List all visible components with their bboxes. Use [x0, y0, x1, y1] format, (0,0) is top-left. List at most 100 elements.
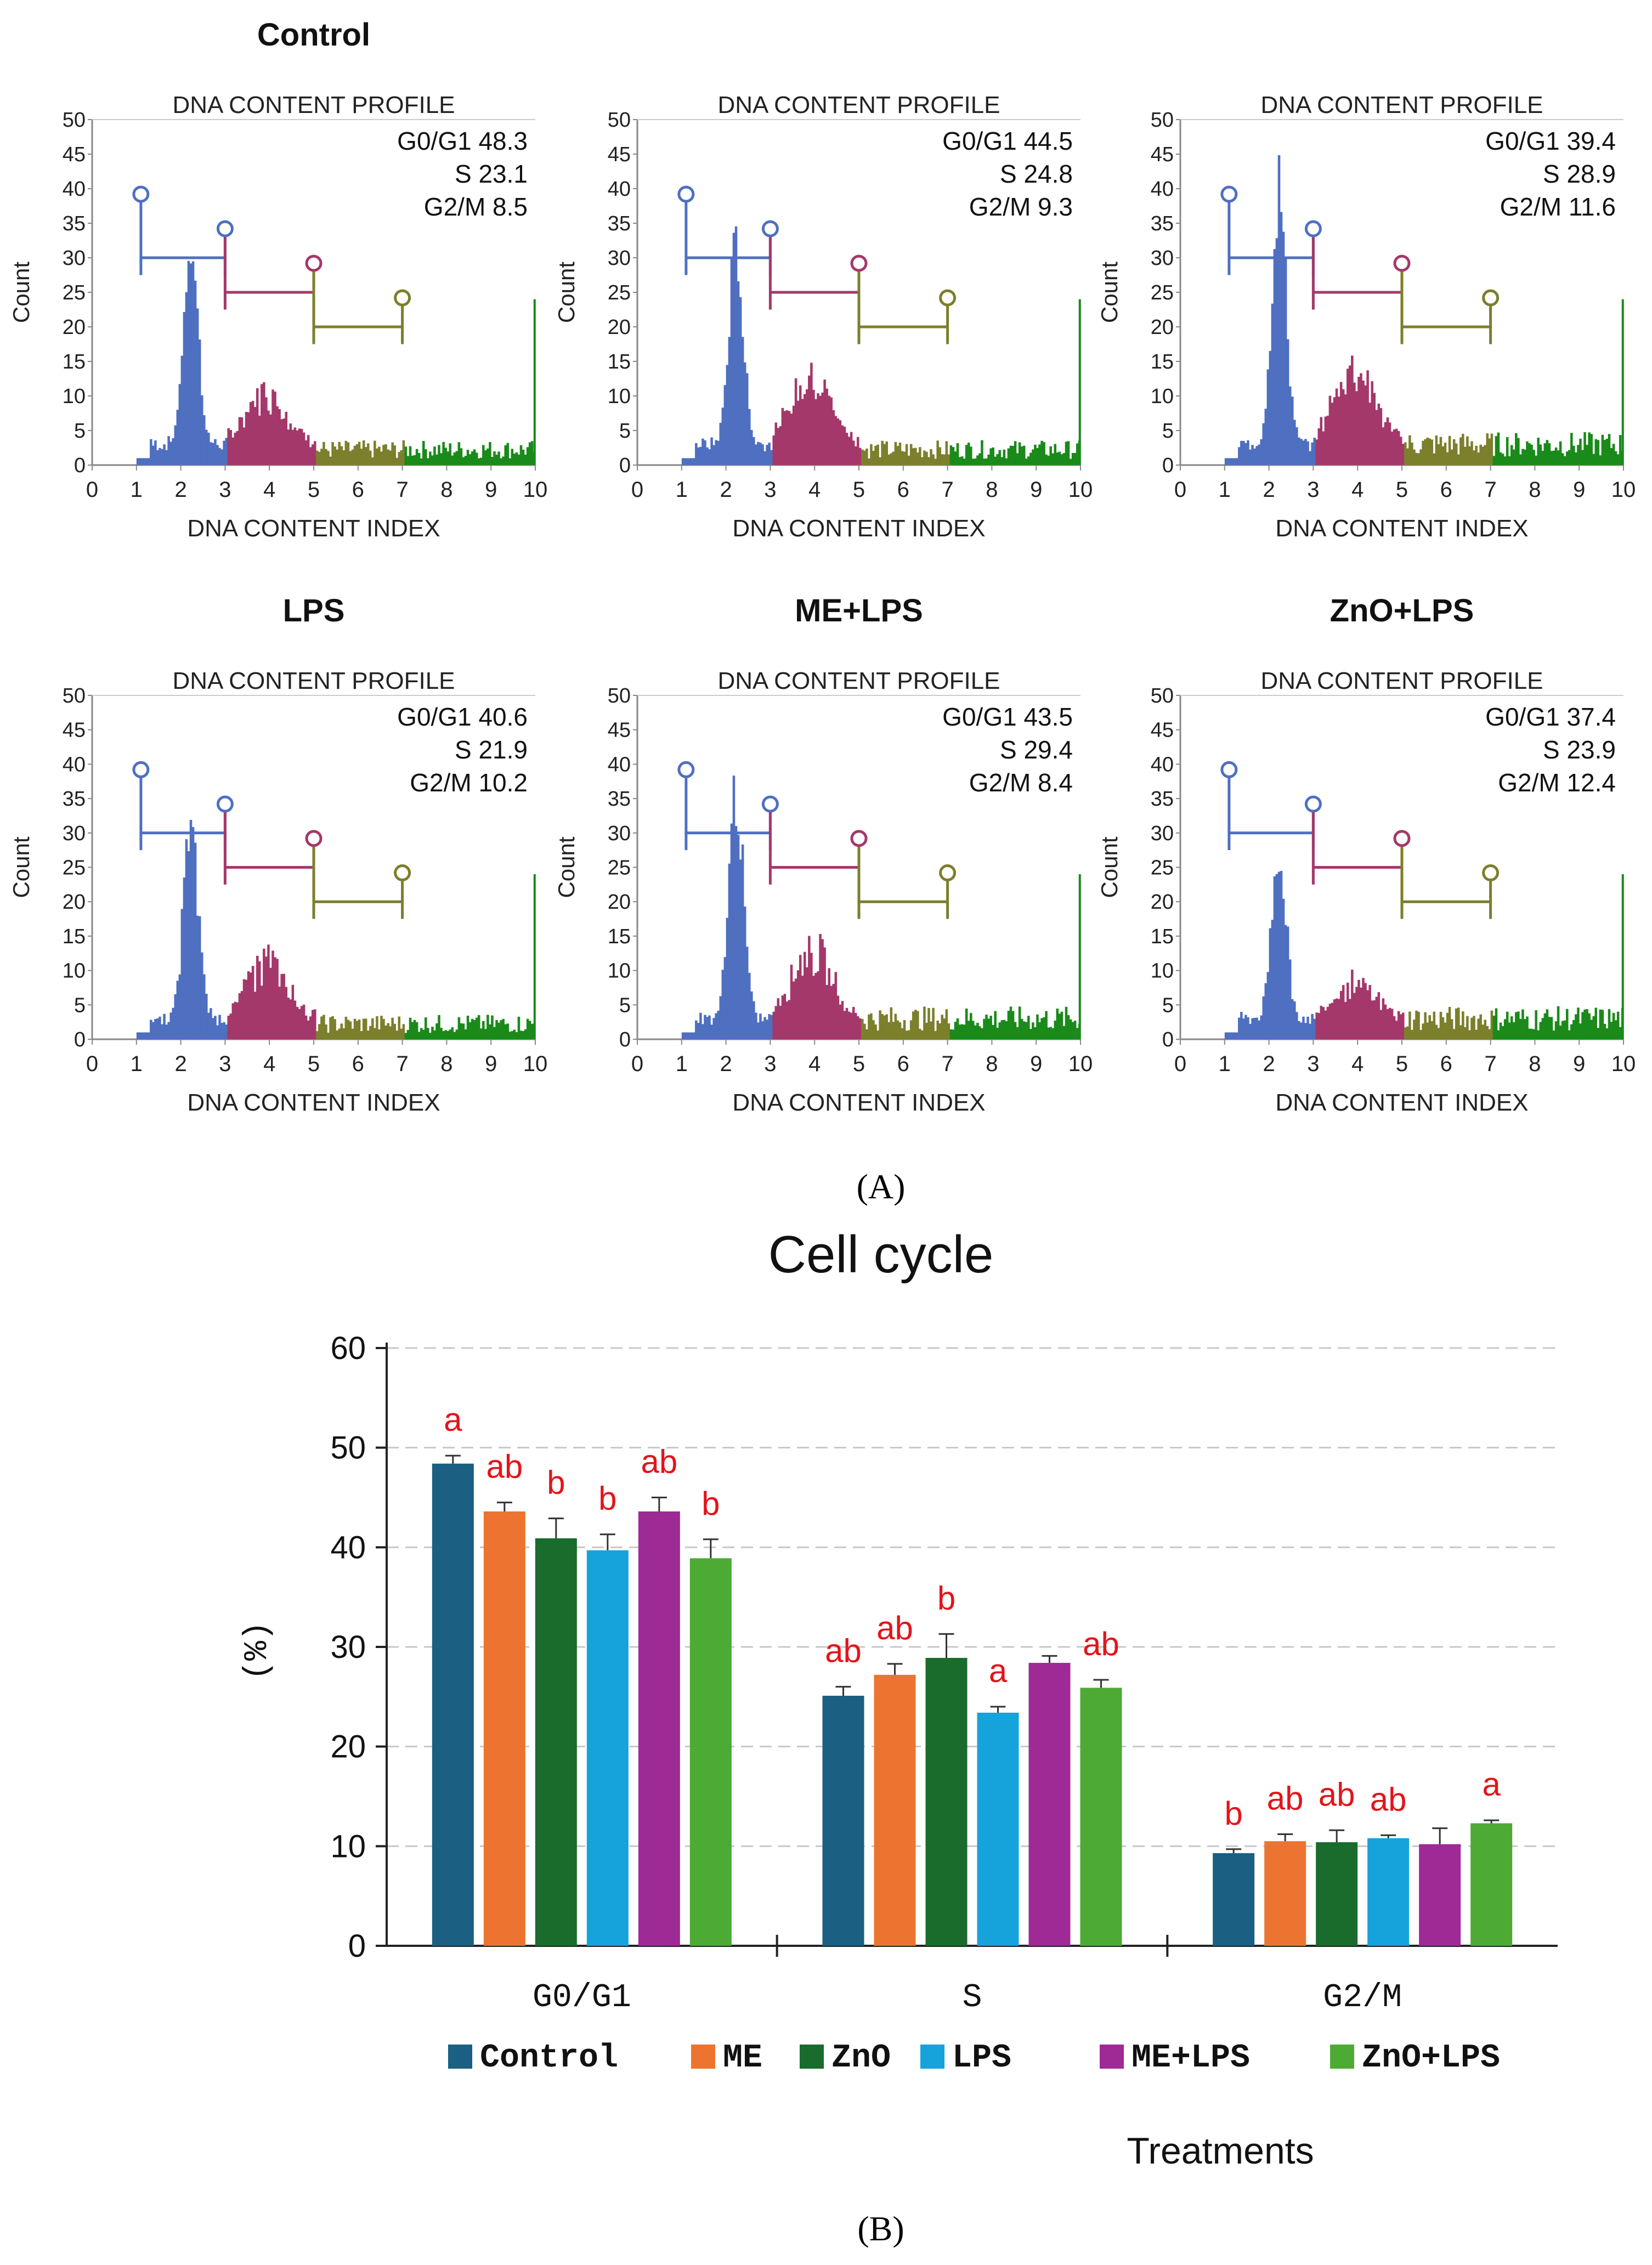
gate-marker-2: [768, 812, 868, 885]
histogram-bin: [1269, 928, 1272, 1039]
histogram-bin: [291, 429, 295, 465]
y-tick-label: 35: [1151, 788, 1174, 811]
histogram-bin: [1475, 445, 1478, 465]
histogram-bin: [828, 395, 830, 465]
histogram-bin: [247, 412, 250, 465]
histogram-bin: [446, 1030, 449, 1039]
histogram-bin: [382, 1018, 385, 1039]
panel-a-label: (A): [857, 1167, 906, 1206]
histogram-bin: [225, 438, 228, 465]
histogram-bin: [1335, 388, 1338, 465]
histogram-bin: [770, 450, 773, 465]
histogram-bin: [165, 450, 168, 465]
histogram-bin: [1433, 1011, 1436, 1039]
histogram-bin: [1016, 1027, 1019, 1039]
histogram-bin: [214, 1016, 217, 1039]
histogram-bin: [482, 445, 485, 465]
histogram-bin: [901, 451, 904, 465]
histogram-bin: [1231, 458, 1234, 465]
histogram-bin: [978, 1026, 981, 1039]
histogram-bin: [415, 1022, 418, 1039]
histogram-bin: [1444, 443, 1447, 465]
histogram-bin: [475, 452, 478, 465]
histogram-bin: [172, 438, 174, 465]
histogram-bin: [140, 1032, 144, 1039]
histogram-bin: [1521, 1009, 1524, 1039]
chart-title: Cell cycle: [768, 1225, 994, 1284]
histogram-bin: [276, 959, 279, 1039]
histogram-bin: [473, 1020, 476, 1039]
histogram-bin: [985, 458, 988, 465]
histogram-bin: [1554, 1021, 1558, 1039]
gate-handle: [939, 289, 957, 307]
x-tick-label: 7: [941, 478, 953, 502]
histogram-bin: [517, 454, 521, 465]
histogram-bin: [1565, 451, 1569, 465]
histogram-bin: [1464, 1027, 1467, 1039]
histogram-bin: [934, 458, 937, 465]
histogram-bin: [287, 998, 290, 1039]
histogram-bin: [1388, 422, 1391, 465]
histogram-bin: [1255, 1017, 1258, 1039]
histogram-bin: [1226, 1032, 1230, 1039]
histogram-bin: [1036, 448, 1039, 465]
histogram-bin: [1357, 377, 1360, 465]
histogram-bin: [1251, 445, 1254, 465]
bar-control-0: [432, 1463, 474, 1946]
histogram-bin: [1537, 438, 1540, 465]
histogram-bin: [741, 337, 744, 465]
gate-handle: [305, 830, 323, 847]
histogram-bin: [1018, 1006, 1021, 1039]
histogram-bin: [903, 451, 906, 465]
histogram-bin: [406, 456, 410, 465]
histogram-bin: [952, 1029, 955, 1039]
y-tick-label: 35: [63, 212, 86, 235]
histogram-bin: [1413, 1020, 1416, 1039]
histogram-bin: [1379, 408, 1383, 465]
histogram-bin: [446, 451, 449, 465]
histogram-bin: [271, 389, 274, 465]
y-tick-label: 10: [63, 960, 86, 983]
histogram-bin: [970, 1013, 972, 1039]
histogram-bin: [1382, 998, 1385, 1039]
stat-g0g1: G0/G1 37.4: [1485, 703, 1616, 731]
histogram-bin: [159, 1016, 161, 1039]
histogram-bin: [1592, 454, 1595, 465]
histogram-bin: [338, 441, 341, 465]
significance-letter: b: [1224, 1795, 1242, 1832]
y-tick-label: 10: [608, 385, 631, 408]
y-tick-label: 35: [608, 788, 631, 811]
histogram-bin: [453, 1032, 456, 1039]
x-tick-label: 6: [1440, 1052, 1452, 1076]
histogram-bin: [790, 965, 793, 1039]
histogram-bin: [278, 986, 281, 1039]
histogram-bin: [1357, 979, 1360, 1039]
histogram-bin: [245, 412, 248, 465]
histogram-bin: [1441, 446, 1445, 465]
histogram-bin: [1342, 985, 1345, 1039]
histogram-bin: [462, 457, 465, 465]
histogram-bin: [788, 411, 791, 465]
stat-s: S 24.8: [1000, 160, 1073, 188]
gate-handle: [305, 254, 323, 272]
histogram-bin: [482, 1021, 485, 1039]
histogram-bin: [1291, 397, 1294, 465]
legend-swatch-melps: [1100, 2045, 1124, 2069]
histogram-bin: [198, 916, 201, 1039]
significance-letter: a: [1482, 1766, 1501, 1803]
histogram-bin: [697, 447, 700, 465]
histogram-bin: [376, 1016, 378, 1039]
x-tick-label: 2: [720, 1052, 732, 1076]
x-axis-title: DNA CONTENT INDEX: [187, 1089, 440, 1116]
histogram-bin: [859, 1018, 862, 1039]
histogram-bin: [761, 444, 764, 465]
histogram-bin: [894, 1013, 897, 1039]
histogram-bin: [528, 1021, 531, 1039]
histogram-bin: [289, 999, 292, 1039]
histogram-bin: [387, 449, 389, 465]
gate-handle: [1220, 185, 1238, 203]
histogram-bin: [1415, 452, 1418, 465]
histogram-bin: [429, 451, 432, 465]
histogram-bin: [1616, 1011, 1620, 1039]
histogram-bin: [223, 1022, 225, 1039]
